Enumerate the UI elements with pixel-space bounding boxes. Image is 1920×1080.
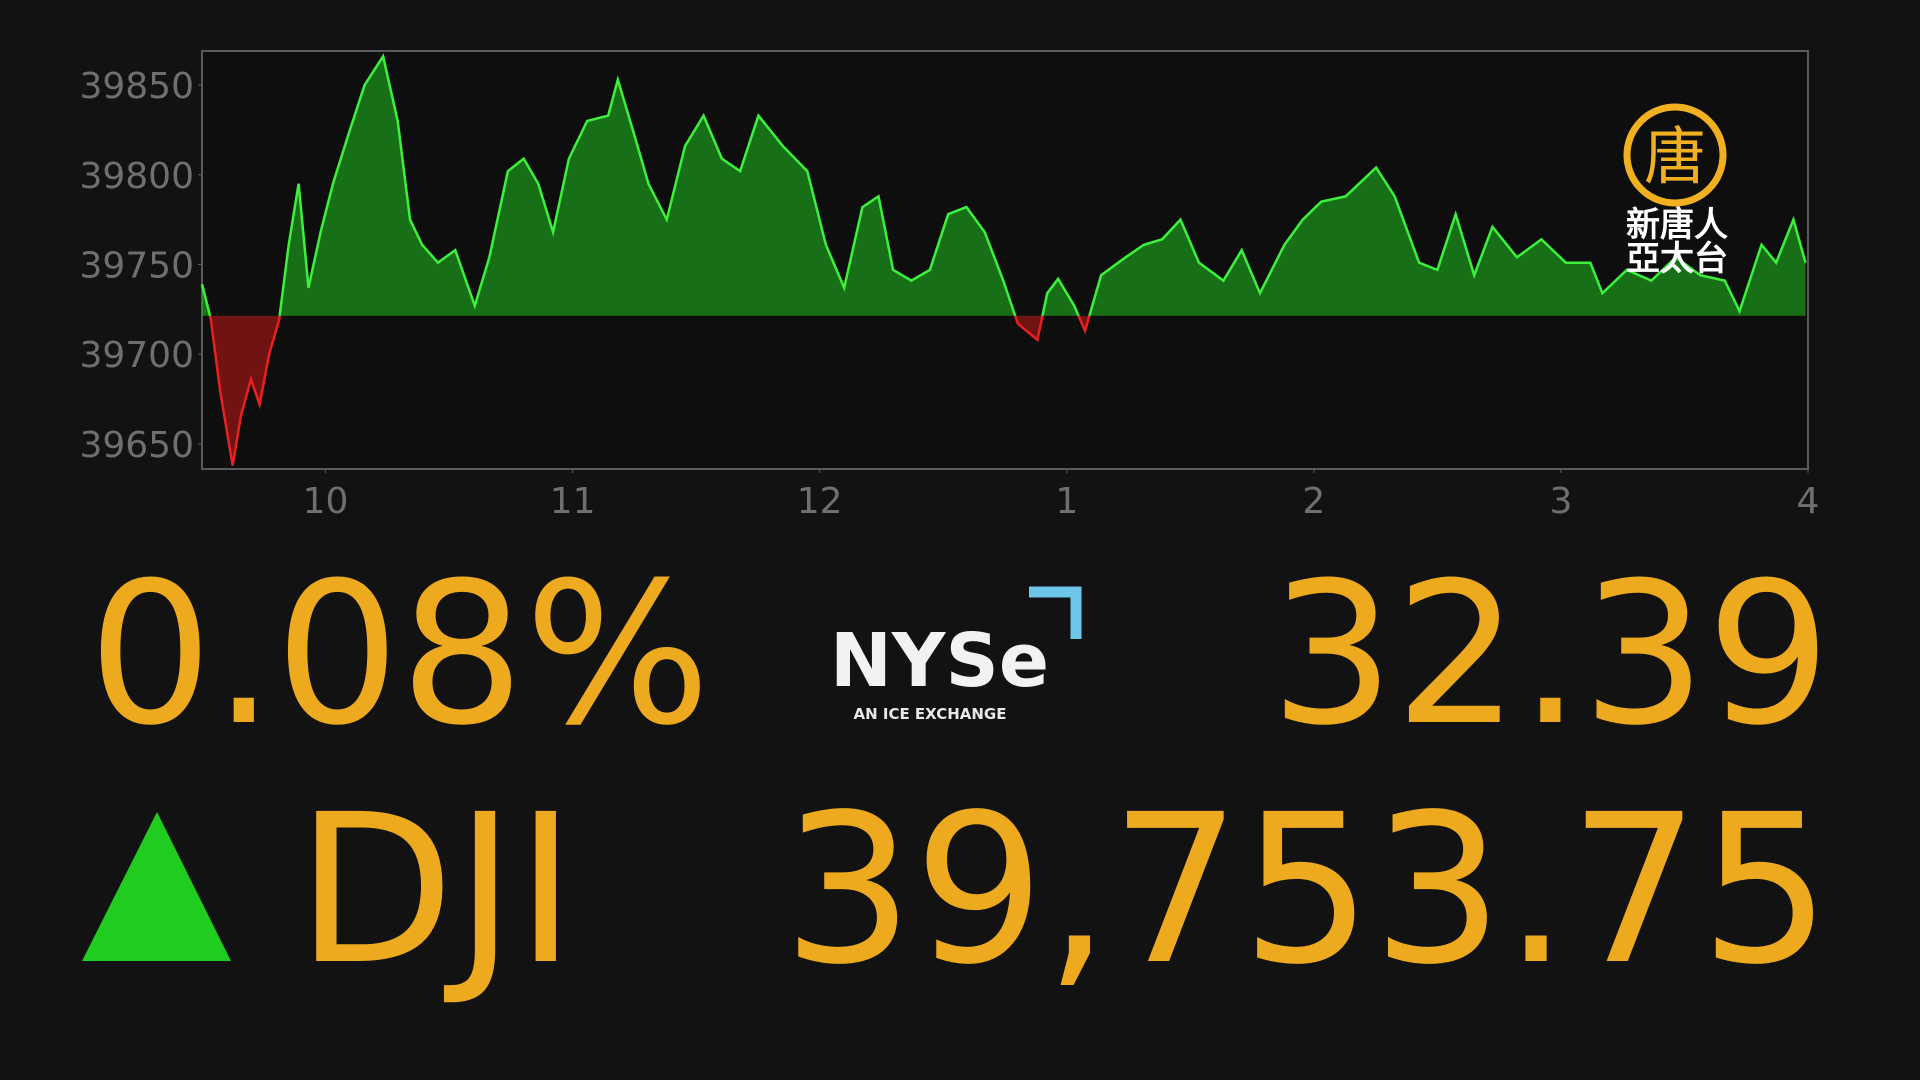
symbol: DJI	[296, 770, 576, 1010]
plot	[200, 53, 1807, 466]
channel-region: 亞太台	[1626, 239, 1728, 279]
price: 39,753.75	[783, 770, 1831, 1010]
channel-emblem: 唐	[1644, 120, 1706, 193]
y-tick-label: 39850	[79, 66, 194, 107]
area-up	[202, 56, 1806, 316]
percent-change: 0.08%	[88, 541, 711, 769]
x-tick-label: 3	[1549, 481, 1572, 522]
y-tick-label: 39800	[79, 156, 194, 197]
y-tick-label: 39750	[79, 245, 194, 286]
x-tick-label: 1	[1055, 481, 1078, 522]
x-tick-label: 10	[303, 481, 349, 522]
nyse-logo: NYSe	[830, 618, 1049, 704]
x-tick-label: 11	[550, 481, 596, 522]
nyse-tagline: AN ICE EXCHANGE	[853, 705, 1006, 723]
up-arrow	[82, 812, 231, 961]
channel-name: 新唐人	[1626, 205, 1728, 245]
channel-emblem-ring	[1623, 103, 1727, 207]
y-tick-label: 39700	[79, 335, 194, 376]
x-tick-label: 12	[797, 481, 843, 522]
x-tick-label: 4	[1797, 481, 1820, 522]
nyse-bracket	[1029, 586, 1082, 639]
x-tick-label: 2	[1302, 481, 1325, 522]
point-change: 32.39	[1270, 541, 1831, 769]
line-up	[200, 53, 1807, 316]
y-tick-label: 39650	[79, 425, 194, 466]
